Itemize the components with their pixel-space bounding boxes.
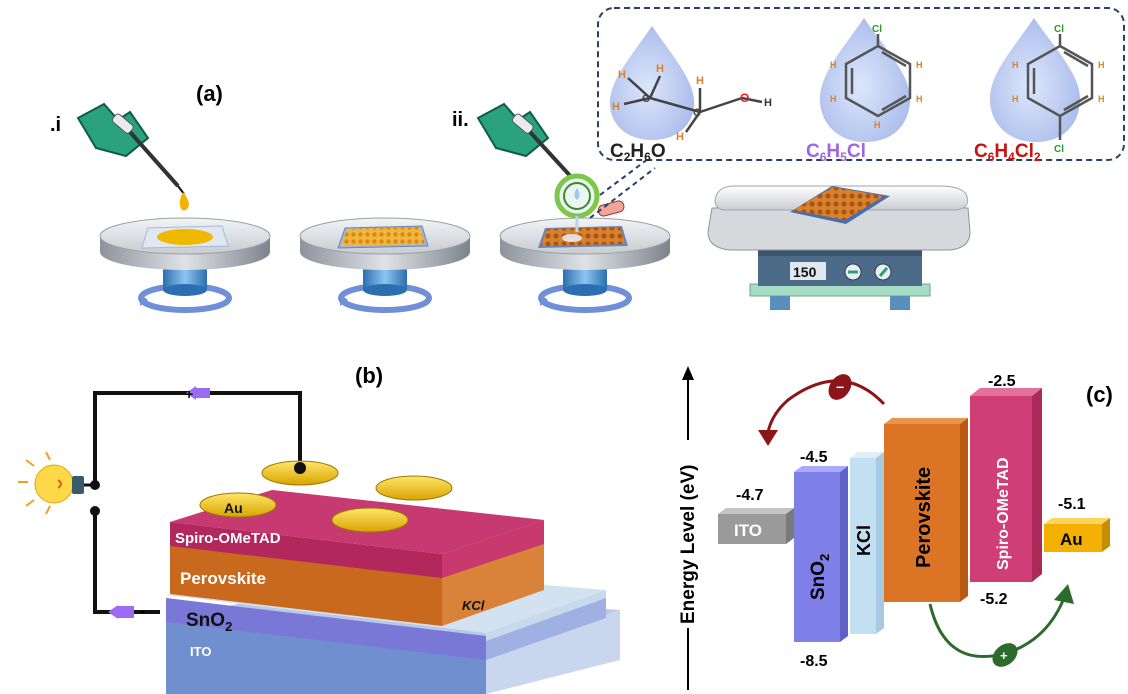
hotplate: 150 [707, 185, 971, 310]
svg-text:H: H [676, 131, 684, 143]
spin-coater-1 [99, 217, 271, 313]
electron-symbol: − [836, 379, 844, 395]
pipette-glove-icon-2 [476, 102, 576, 182]
sno2-top-value: -4.5 [800, 449, 828, 466]
spiro-bottom-value: -5.2 [980, 591, 1008, 608]
svg-text:H: H [830, 60, 837, 70]
hotplate-temperature: 150 [793, 264, 817, 280]
step-i-label: .i [50, 114, 61, 136]
svg-text:H: H [612, 101, 620, 113]
svg-text:H: H [874, 120, 881, 130]
svg-text:H: H [696, 75, 704, 87]
svg-text:Cl: Cl [1054, 144, 1064, 155]
svg-text:H: H [916, 60, 923, 70]
panel-c-label: (c) [1086, 382, 1113, 407]
svg-text:H: H [656, 63, 664, 75]
light-bulb-icon [18, 451, 92, 515]
svg-text:H: H [1098, 60, 1105, 70]
spin-coater-3 [499, 217, 671, 313]
svg-text:H: H [916, 94, 923, 104]
step-ii-label: ii. [452, 109, 469, 131]
spin-coater-2 [299, 217, 471, 313]
chlorobenzene-molecule: Cl H H H H H C6H5Cl [806, 18, 923, 164]
callout-line [599, 149, 661, 196]
precursor-drop-icon [179, 192, 189, 211]
svg-text:H: H [1012, 60, 1019, 70]
ito-label: ITO [190, 644, 211, 659]
panel-b-label: (b) [355, 363, 383, 388]
svg-text:C: C [642, 93, 650, 105]
panel-a-label: (a) [196, 81, 223, 106]
negative-terminal: - [140, 603, 145, 620]
kcl-level-block: KCl [850, 452, 884, 634]
chlorobenzene-formula: C6H5Cl [806, 141, 866, 164]
svg-text:KCl: KCl [854, 525, 874, 556]
ethanol-formula: C2H6O [610, 141, 666, 164]
svg-text:H: H [1012, 94, 1019, 104]
svg-text:C: C [693, 107, 701, 119]
ito-level-block: ITO [718, 508, 794, 544]
device-stack [166, 490, 620, 694]
hole-symbol: + [1000, 648, 1008, 663]
au-electrode-pads [199, 460, 453, 533]
au-level-value: -5.1 [1058, 496, 1086, 513]
pipette-glove-icon [76, 102, 185, 195]
electron-transfer-arrow: − [758, 374, 886, 446]
svg-text:H: H [830, 94, 837, 104]
sno2-label: SnO2 [186, 610, 232, 634]
callout-line-2 [589, 167, 656, 219]
dichlorobenzene-formula: C6H4Cl2 [974, 141, 1041, 164]
svg-text:H: H [618, 69, 626, 81]
kcl-label: KCl [462, 598, 485, 613]
spiro-level-block: Spiro-OMeTAD [970, 388, 1042, 582]
sno2-bottom-value: -8.5 [800, 653, 828, 670]
svg-text:ITO: ITO [734, 521, 762, 540]
perovskite-level-block: Perovskite [884, 418, 968, 602]
spiro-top-value: -2.5 [988, 373, 1016, 390]
au-level-block: Au [1044, 518, 1110, 552]
svg-text:H: H [764, 97, 772, 109]
positive-terminal: + [185, 386, 193, 402]
spiro-label: Spiro-OMeTAD [175, 530, 281, 547]
ito-level-value: -4.7 [736, 487, 764, 504]
current-arrow-icon [186, 386, 210, 400]
dichlorobenzene-molecule: Cl Cl H H H H C6H4Cl2 [974, 18, 1105, 164]
svg-text:Perovskite: Perovskite [913, 467, 935, 568]
svg-text:Spiro-OMeTAD: Spiro-OMeTAD [995, 457, 1012, 570]
svg-text:O: O [740, 91, 749, 105]
magnifier-icon [554, 173, 625, 232]
svg-text:Au: Au [1060, 530, 1083, 549]
svg-text:H: H [1098, 94, 1105, 104]
perovskite-label: Perovskite [180, 569, 266, 588]
sno2-level-block: SnO2 [794, 466, 848, 642]
hole-transfer-arrow: + [928, 584, 1074, 667]
svg-text:SnO2: SnO2 [808, 554, 832, 600]
au-label: Au [224, 500, 243, 516]
svg-text:Cl: Cl [1054, 24, 1064, 35]
svg-text:Cl: Cl [872, 24, 882, 35]
ethanol-molecule: C C O H H H H H H C2H6O [609, 26, 772, 164]
energy-axis-label: Energy Level (eV) [678, 465, 699, 624]
current-arrow-icon-2 [108, 605, 134, 619]
